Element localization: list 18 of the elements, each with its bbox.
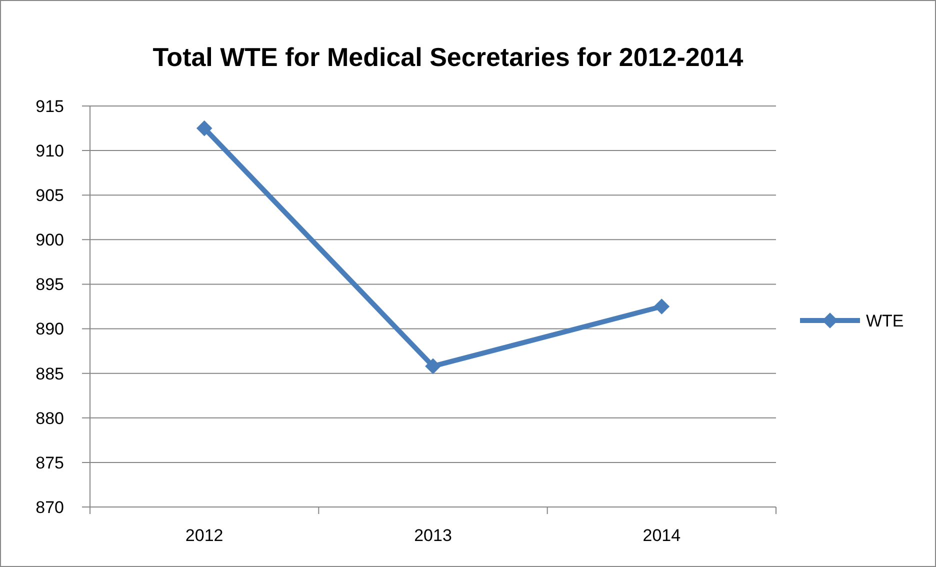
y-tick-label: 875 bbox=[36, 453, 64, 472]
y-tick-label: 895 bbox=[36, 275, 64, 294]
legend-label: WTE bbox=[866, 311, 904, 330]
y-tick-label: 890 bbox=[36, 320, 64, 339]
y-tick-label: 905 bbox=[36, 186, 64, 206]
y-tick-label: 870 bbox=[36, 498, 64, 517]
point bbox=[425, 358, 441, 374]
chart-title: Total WTE for Medical Secretaries for 2012-2014 bbox=[152, 42, 744, 72]
x-tick-label: 2013 bbox=[414, 526, 452, 545]
y-tick-label: 880 bbox=[36, 408, 64, 428]
y-tick-label: 900 bbox=[36, 230, 64, 250]
point bbox=[196, 120, 212, 136]
x-tick-label: 2014 bbox=[642, 526, 681, 545]
y-tick-label: 915 bbox=[36, 96, 64, 116]
y-tick-label: 885 bbox=[36, 364, 64, 384]
point bbox=[654, 298, 670, 314]
y-tick-label: 910 bbox=[36, 142, 64, 161]
x-tick-label: 2012 bbox=[185, 526, 224, 545]
